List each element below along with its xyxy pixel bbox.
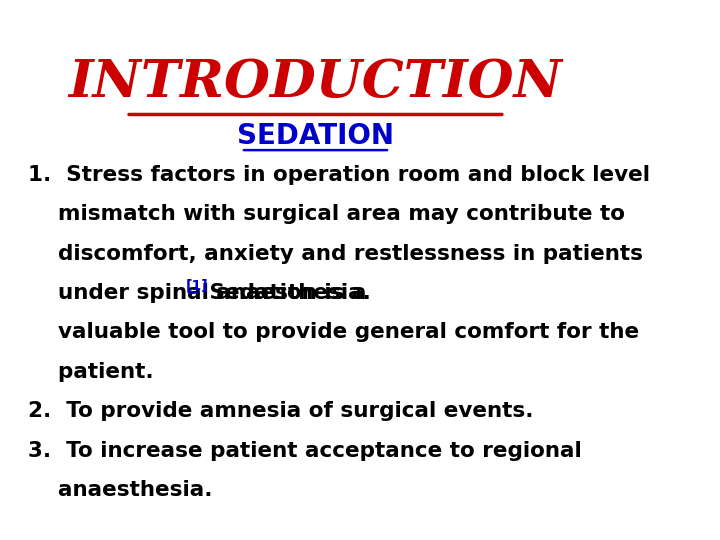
Text: patient.: patient. [28,362,154,382]
Text: [1]: [1] [186,279,208,293]
Text: anaesthesia.: anaesthesia. [28,480,213,500]
Text: 1.  Stress factors in operation room and block level: 1. Stress factors in operation room and … [28,165,650,185]
Text: under spinal anaesthesia.: under spinal anaesthesia. [28,283,379,303]
Text: valuable tool to provide general comfort for the: valuable tool to provide general comfort… [28,322,639,342]
Text: SEDATION: SEDATION [237,122,394,150]
Text: INTRODUCTION: INTRODUCTION [68,57,562,107]
Text: Sedation is a: Sedation is a [202,283,367,303]
Text: 3.  To increase patient acceptance to regional: 3. To increase patient acceptance to reg… [28,441,582,461]
Text: 2.  To provide amnesia of surgical events.: 2. To provide amnesia of surgical events… [28,401,534,421]
Text: discomfort, anxiety and restlessness in patients: discomfort, anxiety and restlessness in … [28,244,644,264]
Text: mismatch with surgical area may contribute to: mismatch with surgical area may contribu… [28,204,626,224]
